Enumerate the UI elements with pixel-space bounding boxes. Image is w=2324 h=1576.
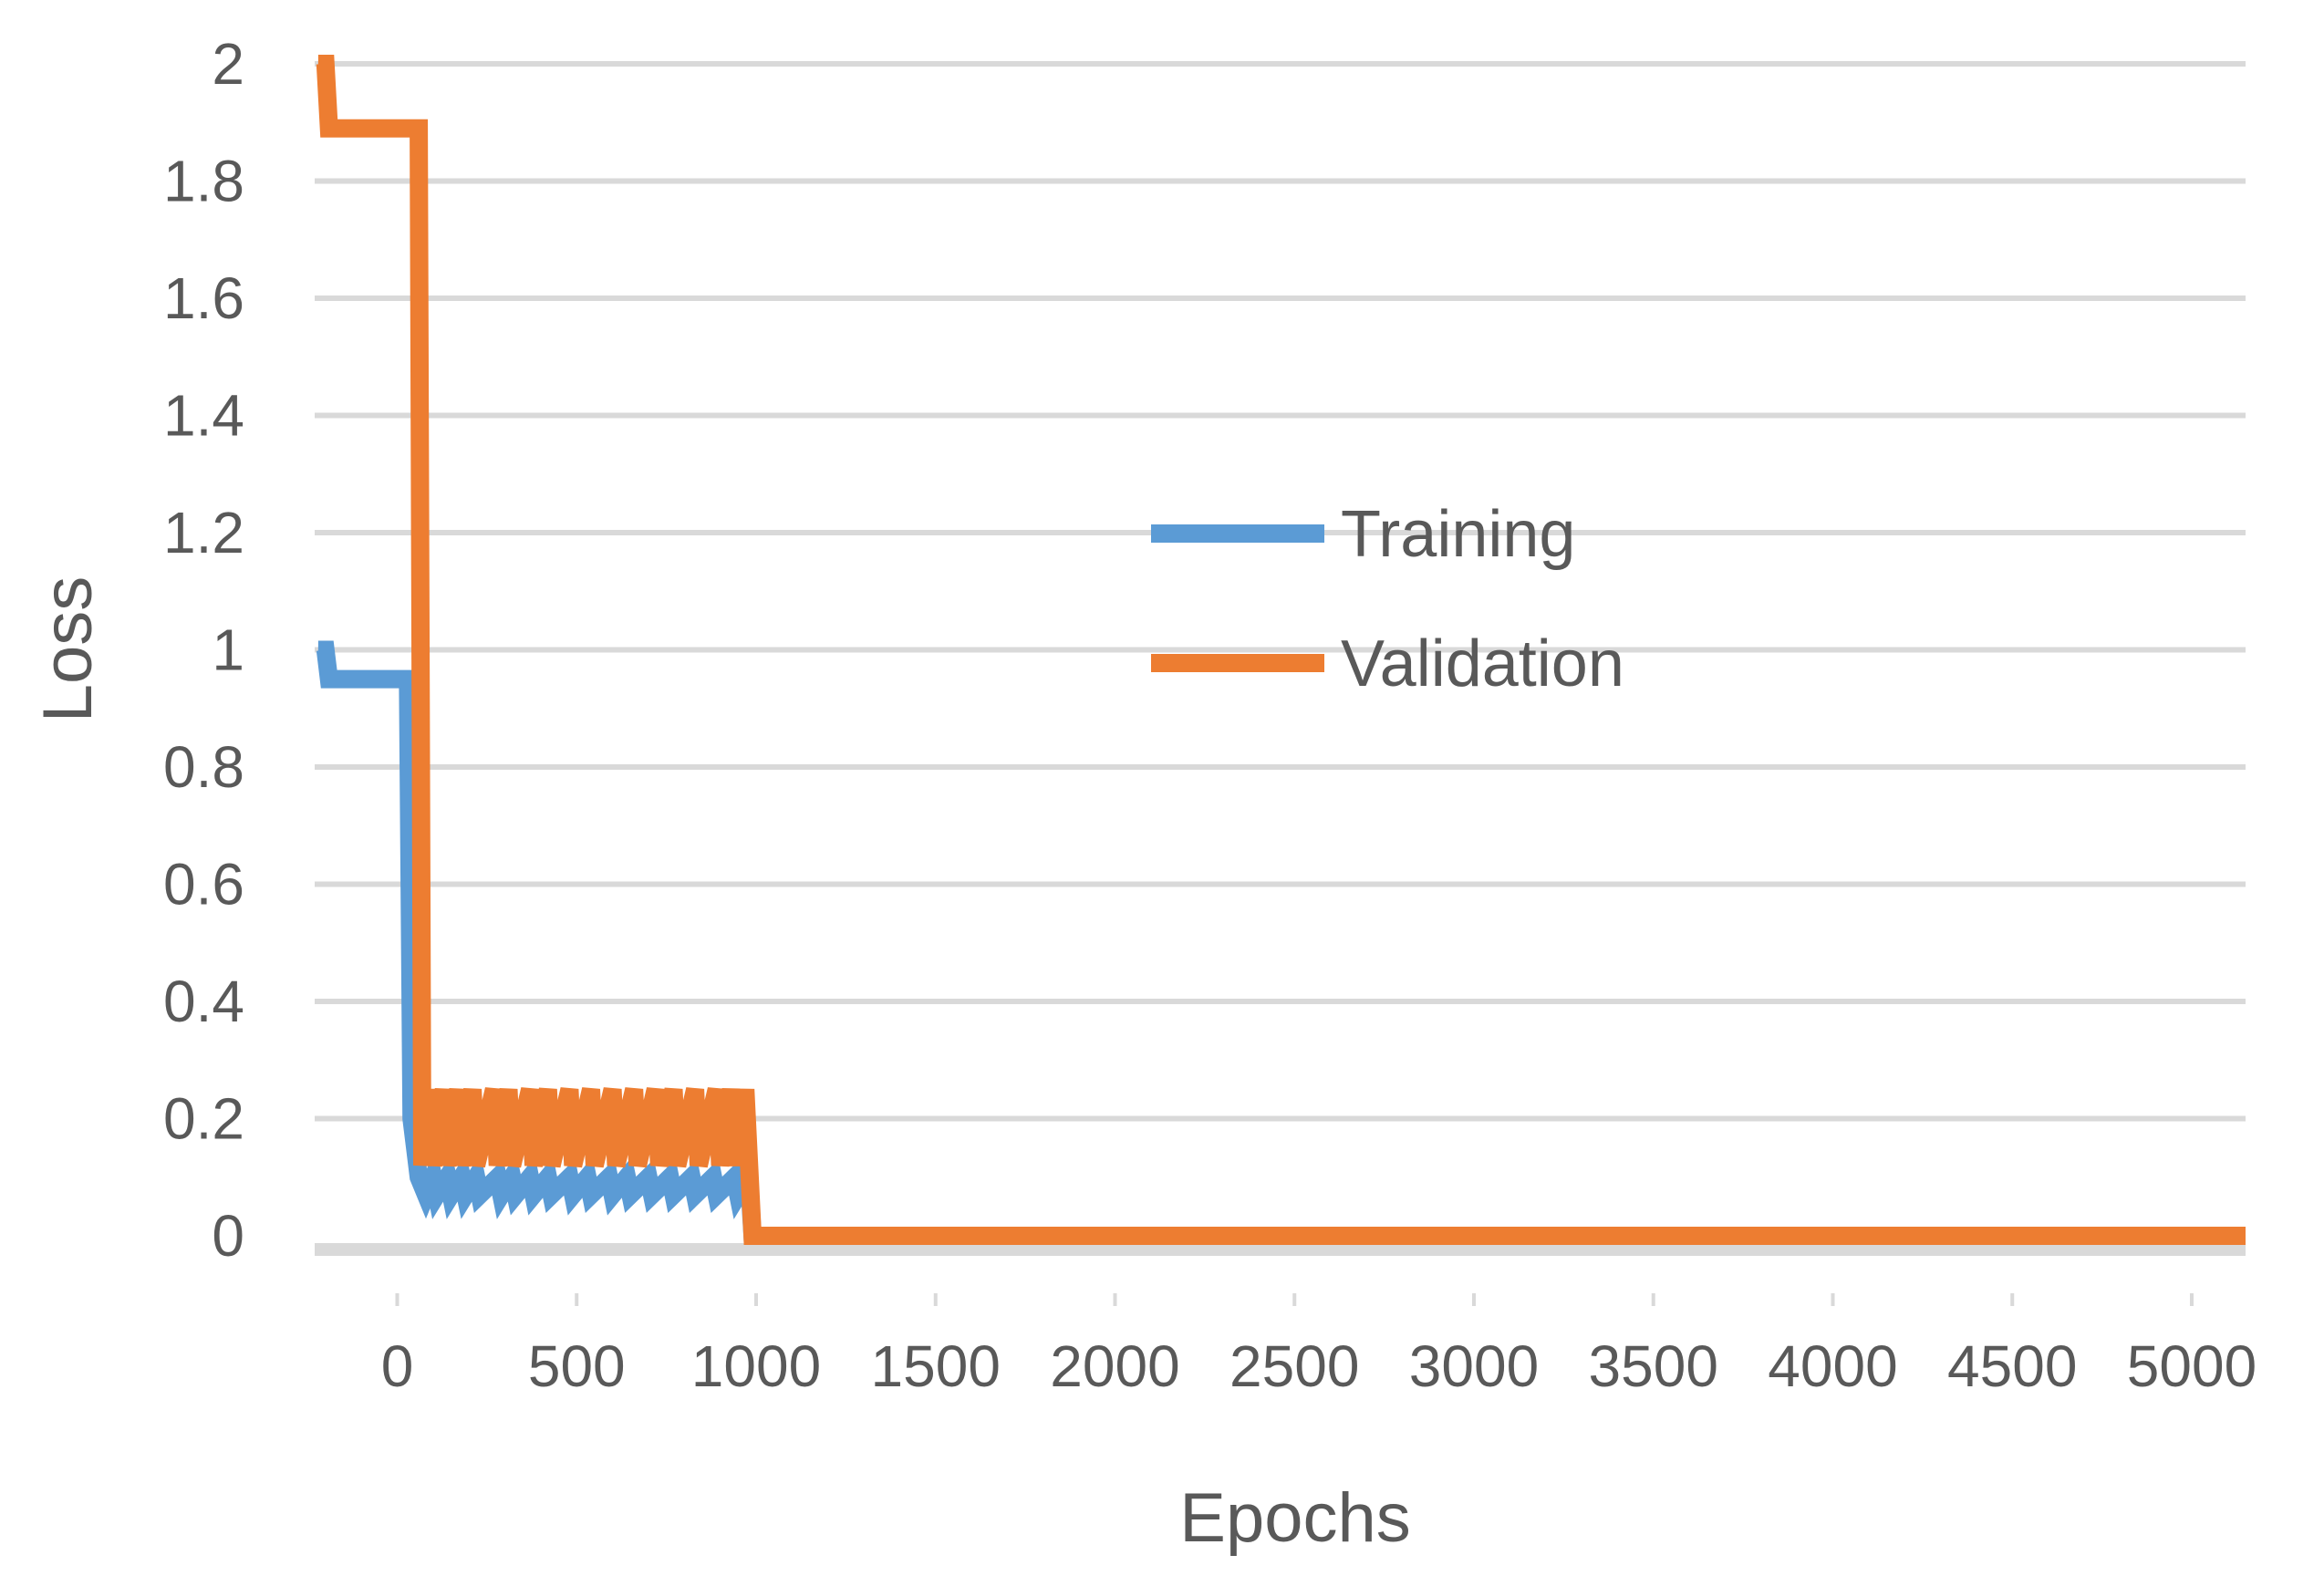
x-tick-label: 3000 (1409, 1333, 1539, 1399)
legend: Training Validation (1151, 498, 1624, 700)
y-tick-label: 1.2 (163, 500, 244, 565)
legend-label-validation: Validation (1341, 627, 1624, 700)
x-tick-label: 3500 (1589, 1333, 1718, 1399)
y-tick-label: 1.4 (163, 383, 244, 449)
x-tick-label: 5000 (2127, 1333, 2257, 1399)
legend-label-training: Training (1341, 498, 1575, 571)
y-tick-label: 0.2 (163, 1086, 244, 1152)
x-tick-label: 500 (528, 1333, 626, 1399)
gridlines (315, 61, 2246, 1122)
y-tick-label: 1.8 (163, 149, 244, 214)
y-tick-label: 2 (212, 31, 244, 97)
y-tick-label: 0.8 (163, 734, 244, 800)
series-layer (316, 55, 2246, 1245)
x-axis-title: Epochs (1179, 1479, 1411, 1557)
x-tick-label: 1000 (691, 1333, 821, 1399)
x-tick-label: 1500 (871, 1333, 1001, 1399)
x-tick-label: 2500 (1229, 1333, 1359, 1399)
y-tick-label: 1.6 (163, 265, 244, 331)
x-axis-ticks: 0 500 1000 1500 2000 2500 3000 3500 4000 4500 5000 (381, 1293, 2257, 1399)
series-line-training (316, 640, 2246, 1245)
y-tick-label: 0.4 (163, 969, 244, 1034)
series-line-validation (316, 55, 2246, 1245)
y-axis-ticks: 0 0.2 0.4 0.6 0.8 1 1.2 1.4 1.6 1.8 2 (163, 31, 244, 1269)
y-tick-label: 1 (212, 617, 244, 683)
x-tick-label: 2000 (1050, 1333, 1179, 1399)
x-tick-label: 0 (381, 1333, 414, 1399)
y-tick-label: 0.6 (163, 852, 244, 918)
x-tick-label: 4500 (1947, 1333, 2077, 1399)
y-axis-title: Loss (29, 576, 107, 723)
x-tick-label: 4000 (1768, 1333, 1897, 1399)
y-tick-label: 0 (212, 1203, 244, 1269)
